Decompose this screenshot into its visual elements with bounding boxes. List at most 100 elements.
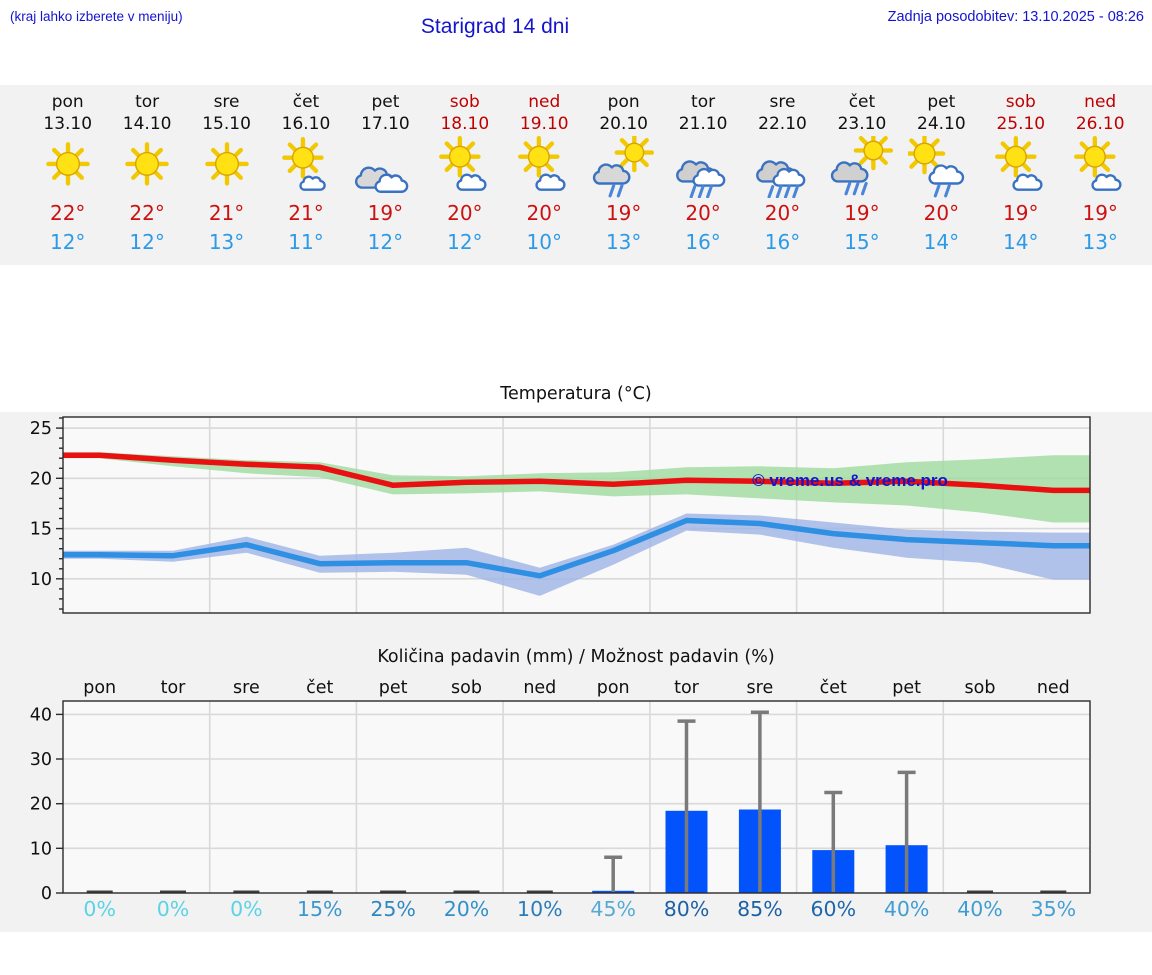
sun-rain-icon [822, 136, 901, 198]
day-low-temp: 13° [208, 230, 245, 254]
svg-text:pet: pet [379, 678, 408, 698]
precip-probability: 40% [883, 897, 930, 921]
precip-probability: 10% [517, 897, 563, 921]
day-low-temp: 12° [367, 230, 404, 254]
svg-text:pon: pon [83, 678, 116, 698]
day-high-temp: 21° [208, 201, 245, 225]
day-date: 23.10 [837, 114, 887, 134]
day-date: 18.10 [440, 114, 490, 134]
sunny-icon [107, 136, 186, 198]
precip-probability: 40% [957, 897, 1003, 921]
day-low-temp: 10° [526, 230, 562, 254]
sunny-icon [187, 136, 266, 198]
day-low-temp: 14° [923, 230, 960, 254]
page-title: Starigrad 14 dni [420, 15, 570, 38]
forecast-days-strip: pon 13.10 22° 12° tor 14.10 22° 12° sre 15.10 21° 1… [0, 85, 1152, 265]
svg-text:© vreme.us & vreme.pro: © vreme.us & vreme.pro [752, 471, 948, 490]
day-date: 14.10 [122, 114, 172, 134]
day-column-15.10: sre 15.10 21° 13° [187, 85, 266, 265]
day-name: pet [371, 92, 400, 112]
svg-text:15: 15 [30, 520, 52, 540]
svg-text:10: 10 [30, 570, 52, 590]
day-date: 22.10 [758, 114, 807, 134]
location-menu-hint: (kraj lahko izberete v meniju) [10, 9, 183, 24]
day-name: tor [691, 92, 716, 112]
day-column-22.10: sre 22.10 20° 16° [743, 85, 822, 265]
day-name: tor [135, 92, 160, 112]
precip-probability: 45% [590, 897, 636, 921]
day-high-temp: 20° [526, 201, 562, 225]
day-high-temp: 19° [367, 201, 404, 225]
temperature-chart: © vreme.us & vreme.pro 10 15 20 25 [30, 416, 1091, 614]
temperature-chart-title: Temperatura (°C) [500, 384, 652, 404]
day-column-14.10: tor 14.10 22° 12° [107, 85, 186, 265]
day-date: 21.10 [678, 114, 728, 134]
precip-probability: 15% [296, 897, 343, 921]
day-column-23.10: čet 23.10 19° 15° [822, 85, 901, 265]
partly-cloudy-icon [1060, 136, 1139, 198]
precip-probability: 0% [156, 897, 190, 921]
partly-cloudy-icon [981, 136, 1060, 198]
day-name: sob [1005, 92, 1036, 112]
svg-text:sob: sob [451, 678, 482, 698]
last-update-text: Zadnja posodobitev: 13.10.2025 - 08:26 [887, 9, 1144, 25]
day-low-temp: 12° [129, 230, 165, 254]
day-column-13.10: pon 13.10 22° 12° [28, 85, 107, 265]
day-date: 13.10 [43, 114, 93, 134]
precipitation-probability-row: 0% 0% 0% 15% 25% 20% 10% 45% 80% 85% 60% 40% 40% 35% [63, 897, 1090, 921]
day-high-temp: 19° [1003, 201, 1039, 225]
precip-probability: 0% [230, 897, 263, 921]
precipitation-chart-title: Količina padavin (mm) / Možnost padavin … [377, 647, 775, 667]
svg-text:čet: čet [820, 678, 847, 698]
precip-probability: 35% [1030, 897, 1077, 921]
precip-probability: 85% [737, 897, 783, 921]
svg-text:pon: pon [597, 678, 630, 698]
day-name: čet [848, 92, 876, 112]
precip-probability: 60% [810, 897, 857, 921]
day-low-temp: 12° [49, 230, 86, 254]
day-date: 25.10 [996, 114, 1046, 134]
day-low-temp: 16° [764, 230, 801, 254]
svg-text:25: 25 [30, 419, 52, 439]
precip-probability: 0% [83, 897, 116, 921]
sun-shower-icon [902, 136, 981, 198]
day-high-temp: 22° [129, 201, 165, 225]
day-high-temp: 20° [764, 201, 801, 225]
day-name: ned [528, 92, 561, 112]
svg-text:sre: sre [233, 678, 260, 698]
svg-text:40: 40 [30, 705, 52, 725]
svg-text:20: 20 [30, 795, 52, 815]
day-column-19.10: ned 19.10 20° 10° [505, 85, 584, 265]
svg-text:sre: sre [747, 678, 774, 698]
day-high-temp: 20° [685, 201, 721, 225]
day-column-20.10: pon 20.10 19° 13° [584, 85, 663, 265]
day-date: 26.10 [1075, 114, 1125, 134]
day-name: sob [449, 92, 480, 112]
day-date: 17.10 [361, 114, 410, 134]
day-name: ned [1084, 92, 1117, 112]
cloudy-icon [346, 136, 425, 198]
rain-icon [663, 136, 742, 198]
day-low-temp: 12° [447, 230, 483, 254]
day-column-25.10: sob 25.10 19° 14° [981, 85, 1060, 265]
day-name: pon [51, 92, 84, 112]
day-low-temp: 13° [1082, 230, 1118, 254]
precip-probability: 25% [370, 897, 416, 921]
day-date: 24.10 [917, 114, 966, 134]
svg-text:pet: pet [892, 678, 921, 698]
day-high-temp: 19° [605, 201, 642, 225]
day-column-26.10: ned 26.10 19° 13° [1060, 85, 1139, 265]
svg-text:ned: ned [523, 678, 556, 698]
svg-text:tor: tor [161, 678, 187, 698]
day-date: 16.10 [281, 114, 331, 134]
day-column-18.10: sob 18.10 20° 12° [425, 85, 504, 265]
svg-text:10: 10 [30, 839, 52, 859]
svg-text:čet: čet [306, 678, 333, 698]
svg-text:tor: tor [674, 678, 700, 698]
precip-probability: 80% [663, 897, 710, 921]
day-low-temp: 13° [605, 230, 642, 254]
sun-rain-light-icon [584, 136, 663, 198]
day-name: čet [292, 92, 320, 112]
partly-cloudy-icon [425, 136, 504, 198]
day-high-temp: 19° [844, 201, 880, 225]
